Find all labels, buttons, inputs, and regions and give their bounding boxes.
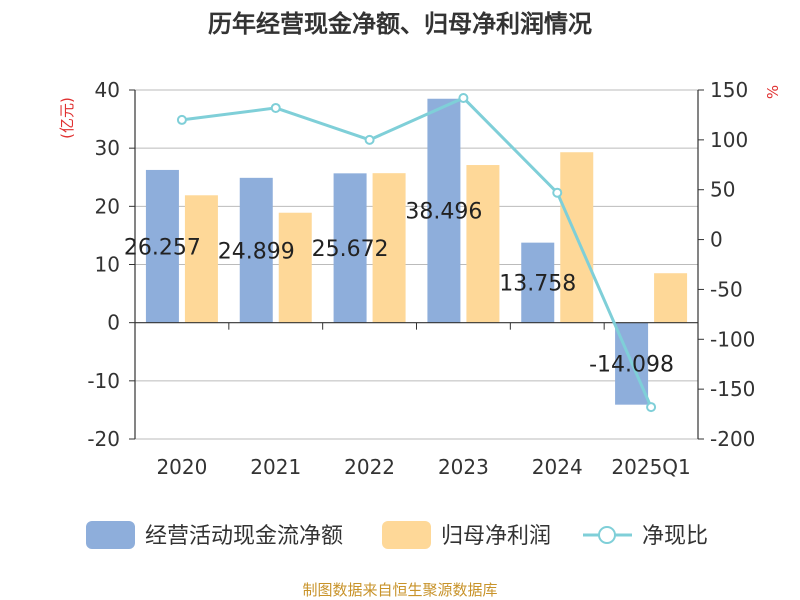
left-axis-ticks: 40 30 20 10 0 -10 -20 (87, 78, 135, 451)
category-label: 2025Q1 (611, 455, 690, 479)
cashflow-data-label: 26.257 (124, 235, 201, 260)
category-label: 2022 (344, 455, 395, 479)
cashflow-bar (521, 242, 555, 323)
ratio-line (176, 92, 657, 413)
right-tick-label: -100 (710, 327, 755, 351)
right-tick-label: 0 (710, 228, 723, 252)
cashflow-data-label: -14.098 (589, 353, 674, 378)
right-tick-label: -150 (710, 377, 755, 401)
cashflow-bar (427, 98, 461, 323)
category-label: 2023 (438, 455, 489, 479)
left-tick-label: 30 (95, 136, 120, 160)
right-tick-label: 50 (710, 178, 735, 202)
cashflow-data-label: 13.758 (499, 272, 576, 297)
left-tick-label: 40 (95, 78, 120, 102)
legend-swatch-cashflow (86, 521, 135, 549)
ratio-point (364, 134, 375, 145)
ratio-line-path (181, 96, 653, 408)
legend-swatch-profit (382, 521, 431, 549)
category-label: 2020 (156, 455, 207, 479)
source-note: 制图数据来自恒生聚源数据库 (302, 581, 497, 599)
left-tick-label: -20 (87, 427, 120, 451)
cashflow-data-label: 38.496 (405, 200, 482, 225)
legend-label-cashflow: 经营活动现金流净额 (145, 524, 343, 549)
cashflow-data-label: 24.899 (218, 239, 295, 264)
cashflow-data-label: 25.672 (312, 237, 389, 262)
right-axis-ticks: 150 100 50 0 -50 -100 -150 -200 (698, 78, 755, 451)
ratio-point (552, 187, 563, 198)
right-tick-label: 100 (710, 128, 748, 152)
profit-bar (184, 195, 218, 323)
profit-bar (654, 273, 688, 323)
cashflow-bar (145, 169, 179, 323)
right-tick-label: 150 (710, 78, 748, 102)
right-tick-label: -50 (710, 277, 743, 301)
x-axis-ticks: 2020 2021 2022 2023 2024 2025Q1 (156, 455, 690, 479)
data-labels: 26.257 24.899 25.672 38.496 13.758 -14.098 (124, 200, 674, 378)
right-axis-unit-label: % (764, 85, 782, 99)
profit-bar (278, 212, 312, 323)
ratio-point (646, 402, 657, 413)
legend[interactable]: 经营活动现金流净额 归母净利润 净现比 (86, 521, 708, 549)
left-tick-label: 20 (95, 194, 120, 218)
ratio-point (458, 92, 469, 103)
profit-bar (372, 173, 406, 323)
legend-marker-ratio (598, 526, 616, 544)
left-tick-label: 10 (95, 253, 120, 277)
left-axis-unit-label: (亿元) (58, 97, 76, 139)
left-tick-label: -10 (87, 369, 120, 393)
left-tick-label: 0 (107, 311, 120, 335)
ratio-point (270, 102, 281, 113)
ratio-point (176, 114, 187, 125)
profit-bar (466, 165, 500, 323)
category-label: 2024 (532, 455, 583, 479)
cashflow-bar (333, 173, 367, 323)
right-tick-label: -200 (710, 427, 755, 451)
legend-label-ratio: 净现比 (642, 524, 708, 549)
grid-lines (135, 89, 698, 440)
category-label: 2021 (250, 455, 301, 479)
cashflow-bar (239, 177, 273, 323)
chart-title: 历年经营现金净额、归母净利润情况 (208, 10, 592, 38)
legend-label-profit: 归母净利润 (441, 524, 551, 549)
